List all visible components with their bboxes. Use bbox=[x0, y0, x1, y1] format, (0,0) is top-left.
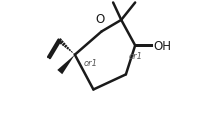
Text: or1: or1 bbox=[84, 59, 97, 68]
Text: or1: or1 bbox=[128, 52, 142, 61]
Text: OH: OH bbox=[154, 40, 172, 52]
Text: O: O bbox=[96, 13, 105, 26]
Polygon shape bbox=[57, 55, 75, 75]
